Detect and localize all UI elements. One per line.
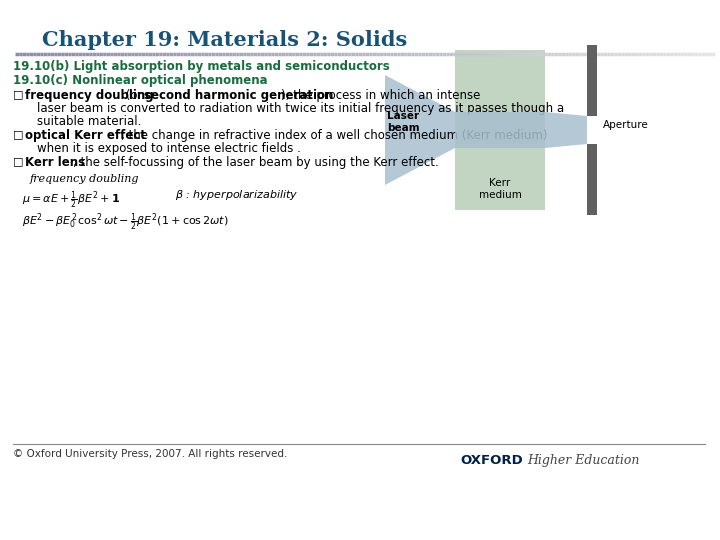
- Text: , the change in refractive index of a well chosen medium (Kerr medium): , the change in refractive index of a we…: [121, 129, 547, 142]
- Text: Kerr
medium: Kerr medium: [479, 178, 521, 200]
- Text: □: □: [13, 129, 24, 139]
- Text: □: □: [13, 89, 24, 99]
- Text: frequency doubling: frequency doubling: [25, 89, 153, 102]
- Text: laser beam is converted to radiation with twice its initial frequency as it pass: laser beam is converted to radiation wit…: [37, 102, 564, 115]
- Text: © Oxford University Press, 2007. All rights reserved.: © Oxford University Press, 2007. All rig…: [13, 449, 287, 459]
- Text: (or: (or: [122, 89, 146, 102]
- Polygon shape: [545, 112, 587, 148]
- Text: □: □: [13, 156, 24, 166]
- Polygon shape: [385, 75, 455, 185]
- Text: second harmonic generation: second harmonic generation: [144, 89, 333, 102]
- Text: OXFORD: OXFORD: [460, 454, 523, 467]
- Text: Kerr lens: Kerr lens: [25, 156, 85, 169]
- Text: $\mu = \alpha E + \frac{1}{2}\beta E^2 + \mathbf{1}$: $\mu = \alpha E + \frac{1}{2}\beta E^2 +…: [22, 190, 120, 212]
- Polygon shape: [455, 112, 545, 148]
- Text: when it is exposed to intense electric fields .: when it is exposed to intense electric f…: [37, 142, 301, 155]
- Text: $\beta E^2 - \beta E_0^{\,2} \cos^2 \omega t - \frac{1}{2}\beta E^2(1 + \cos 2\o: $\beta E^2 - \beta E_0^{\,2} \cos^2 \ome…: [22, 212, 229, 233]
- Text: Higher Education: Higher Education: [527, 454, 639, 467]
- Bar: [587, 45, 597, 116]
- Text: , the self-focussing of the laser beam by using the Kerr effect.: , the self-focussing of the laser beam b…: [73, 156, 438, 169]
- Text: Chapter 19: Materials 2: Solids: Chapter 19: Materials 2: Solids: [42, 30, 408, 50]
- Text: Laser
beam: Laser beam: [387, 111, 420, 133]
- Text: Aperture: Aperture: [603, 120, 649, 130]
- Text: suitable material.: suitable material.: [37, 115, 141, 128]
- Text: optical Kerr effect: optical Kerr effect: [25, 129, 146, 142]
- Text: frequency doubling: frequency doubling: [30, 174, 140, 184]
- Text: 19.10(b) Light absorption by metals and semiconductors: 19.10(b) Light absorption by metals and …: [13, 60, 390, 73]
- Text: 19.10(c) Nonlinear optical phenomena: 19.10(c) Nonlinear optical phenomena: [13, 74, 268, 87]
- Bar: [587, 144, 597, 215]
- Bar: [455, 50, 545, 210]
- Text: $\beta$ : hyperpolarizability: $\beta$ : hyperpolarizability: [175, 188, 299, 202]
- Text: ), the process in which an intense: ), the process in which an intense: [281, 89, 480, 102]
